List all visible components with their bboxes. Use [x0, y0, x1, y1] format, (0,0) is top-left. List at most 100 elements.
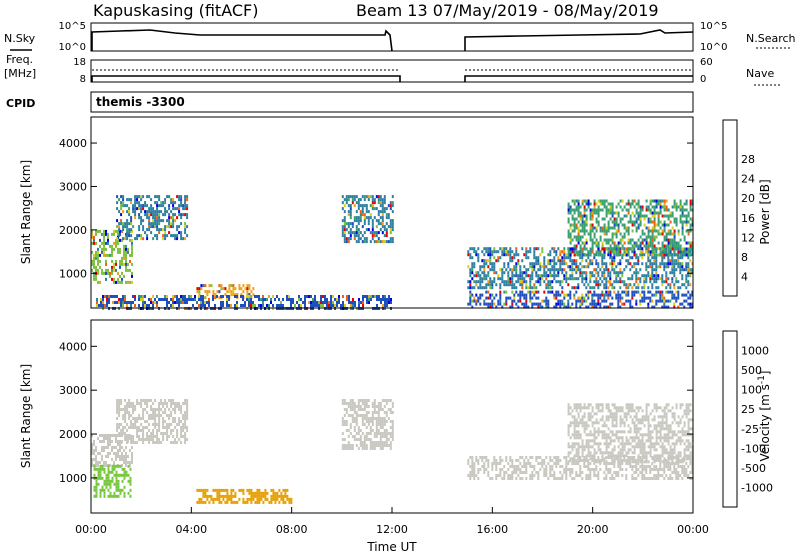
echo-cell	[669, 468, 672, 471]
echo-cell	[577, 277, 580, 281]
echo-cell	[479, 296, 482, 300]
echo-cell	[569, 259, 572, 263]
echo-cell	[557, 247, 560, 251]
echo-cell	[120, 423, 123, 426]
echo-cell	[513, 299, 516, 303]
echo-cell	[571, 415, 574, 419]
echo-cell	[683, 283, 686, 287]
echo-cell	[597, 265, 600, 269]
echo-cell	[577, 253, 580, 257]
echo-cell	[605, 226, 608, 230]
echo-cell	[653, 214, 656, 218]
echo-cell	[128, 405, 131, 408]
echo-cell	[609, 454, 612, 458]
echo-cell	[168, 417, 171, 420]
echo-cell	[378, 298, 380, 301]
echo-cell	[525, 462, 528, 465]
echo-cell	[121, 452, 123, 455]
echo-cell	[152, 423, 155, 426]
echo-cell	[136, 207, 139, 211]
echo-cell	[635, 418, 638, 422]
echo-cell	[146, 213, 149, 217]
echo-cell	[115, 488, 118, 492]
echo-cell	[559, 265, 562, 269]
echo-cell	[661, 232, 664, 236]
echo-cell	[639, 406, 642, 410]
echo-cell	[292, 298, 294, 301]
y-tick-label: 3000	[59, 180, 87, 193]
echo-cell	[336, 304, 338, 307]
echo-cell	[669, 474, 672, 477]
echo-cell	[605, 277, 608, 281]
echo-cell	[99, 488, 102, 492]
echo-cell	[489, 277, 492, 281]
echo-cell	[123, 467, 126, 471]
echo-cell	[573, 208, 576, 212]
echo-cell	[389, 447, 392, 450]
echo-cell	[180, 234, 183, 238]
echo-cell	[148, 414, 151, 417]
echo-cell	[117, 229, 119, 233]
echo-cell	[587, 403, 590, 407]
echo-cell	[93, 467, 96, 471]
echo-cell	[164, 237, 167, 241]
echo-cell	[641, 465, 644, 468]
echo-cell	[483, 265, 486, 269]
echo-cell	[198, 293, 201, 297]
echo-cell	[111, 470, 114, 474]
echo-cell	[483, 462, 486, 465]
echo-cell	[132, 408, 135, 411]
echo-cell	[577, 457, 580, 461]
echo-cell	[503, 302, 506, 306]
echo-cell	[361, 447, 364, 450]
echo-cell	[134, 207, 137, 211]
echo-cell	[481, 250, 484, 254]
echo-cell	[637, 247, 640, 251]
echo-cell	[154, 195, 157, 199]
echo-cell	[130, 234, 133, 238]
echo-cell	[525, 274, 528, 278]
echo-cell	[501, 274, 504, 278]
echo-cell	[128, 198, 131, 202]
echo-cell	[132, 423, 135, 426]
echo-cell	[625, 229, 628, 233]
echo-cell	[689, 247, 692, 251]
echo-cell	[373, 231, 376, 235]
echo-cell	[633, 205, 636, 209]
echo-cell	[102, 298, 104, 301]
echo-cell	[128, 234, 131, 238]
echo-cell	[359, 399, 362, 402]
echo-cell	[625, 214, 628, 218]
echo-cell	[226, 304, 228, 307]
echo-cell	[531, 465, 534, 468]
echo-cell	[357, 228, 360, 232]
echo-cell	[663, 465, 666, 468]
echo-cell	[131, 244, 133, 248]
echo-cell	[619, 421, 622, 425]
echo-cell	[166, 295, 168, 298]
echo-cell	[359, 408, 362, 411]
echo-cell	[509, 277, 512, 281]
echo-cell	[683, 474, 686, 477]
echo-cell	[627, 283, 630, 287]
echo-cell	[637, 214, 640, 218]
echo-cell	[621, 223, 624, 227]
echo-cell	[222, 301, 224, 304]
echo-cell	[226, 500, 229, 504]
echo-cell	[601, 424, 604, 428]
echo-cell	[103, 470, 106, 474]
echo-cell	[121, 256, 123, 260]
echo-cell	[469, 247, 472, 251]
echo-cell	[373, 207, 376, 211]
echo-cell	[637, 211, 640, 215]
echo-cell	[170, 234, 173, 238]
echo-cell	[469, 465, 472, 468]
echo-cell	[174, 441, 177, 444]
echo-cell	[97, 482, 100, 486]
echo-cell	[101, 467, 104, 471]
echo-cell	[597, 211, 600, 215]
echo-cell	[559, 459, 562, 462]
echo-cell	[166, 423, 169, 426]
echo-cell	[537, 290, 540, 294]
echo-cell	[194, 298, 196, 301]
